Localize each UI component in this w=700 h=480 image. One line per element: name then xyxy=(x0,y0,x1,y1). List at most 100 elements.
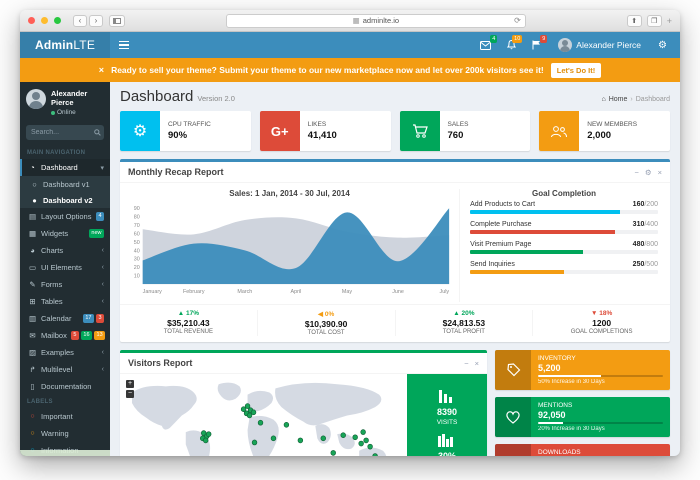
book-icon: ▯ xyxy=(30,382,35,391)
infobox-new-members: NEW MEMBERS 2,000 xyxy=(539,111,670,151)
map-zoom-out-button[interactable]: − xyxy=(126,390,134,398)
svg-text:10: 10 xyxy=(134,274,140,280)
sidebar-label-warning[interactable]: ○ Warning xyxy=(20,425,110,442)
goal-add-products: Add Products to Cart 160/200 xyxy=(470,201,658,214)
reload-icon[interactable]: ⟳ xyxy=(514,16,521,25)
svg-text:April: April xyxy=(291,289,302,295)
svg-text:July: July xyxy=(440,289,450,295)
infobox-sales: SALES 760 xyxy=(399,111,531,151)
messages-menu[interactable]: 4 xyxy=(473,32,498,58)
infobox-value: 2,000 xyxy=(587,130,612,141)
back-button[interactable]: ‹ xyxy=(73,14,87,27)
tasks-menu[interactable]: 9 xyxy=(525,32,548,58)
world-map[interactable]: + − xyxy=(120,374,407,456)
dashboard-icon: ◔ xyxy=(30,163,35,172)
tabs-icon[interactable]: ❐ xyxy=(646,14,662,27)
close-window-button[interactable] xyxy=(28,17,35,24)
files-icon: ▤ xyxy=(28,212,37,221)
sidebar-label-important[interactable]: ○ Important xyxy=(20,408,110,425)
sidebar-item-charts[interactable]: ◕ Charts ‹ xyxy=(20,242,110,259)
minimize-window-button[interactable] xyxy=(41,17,48,24)
infobox-label: LIKES xyxy=(307,121,327,128)
svg-text:40: 40 xyxy=(134,248,140,254)
svg-text:90: 90 xyxy=(134,206,140,212)
user-menu[interactable]: Alexander Pierce xyxy=(550,38,649,52)
sidebar-user-name: Alexander Pierce xyxy=(51,89,88,107)
close-icon[interactable]: × xyxy=(657,167,662,177)
close-icon[interactable]: × xyxy=(474,358,479,368)
mailbox-badge-green: 16 xyxy=(80,331,93,340)
user-name: Alexander Pierce xyxy=(576,40,642,50)
banner-text: Ready to sell your theme? Submit your th… xyxy=(111,65,544,75)
wrench-icon[interactable]: ⚙ xyxy=(644,167,652,177)
sidebar-item-multilevel[interactable]: ↱ Multilevel ‹ xyxy=(29,365,104,374)
progress-bar xyxy=(470,230,658,234)
forward-button[interactable]: › xyxy=(89,14,103,27)
sidebar-item-widgets[interactable]: ▦ Widgets new xyxy=(20,225,110,242)
url-text: adminlte.io xyxy=(362,16,400,25)
downloads-box: DOWNLOADS 114,381 70% Increase in 30 Day… xyxy=(495,444,670,456)
sidebar-item-examples[interactable]: ▨ Examples ‹ xyxy=(28,348,104,357)
visits-label: VISITS xyxy=(436,419,458,426)
sidebar: Alexander Pierce Online MAIN NAVIGATION … xyxy=(20,82,110,456)
search-input[interactable] xyxy=(26,125,90,140)
sidebar-item-dashboard[interactable]: ◔ Dashboard ▾ xyxy=(20,159,110,176)
visitors-report-box: Visitors Report − × xyxy=(120,350,487,456)
sidebar-section-labels: LABELS xyxy=(27,399,53,405)
sidebar-item-dashboard-v2[interactable]: ● Dashboard v2 xyxy=(20,192,110,208)
new-tab-icon[interactable]: + xyxy=(666,15,672,26)
sidebar-item-dashboard-v1[interactable]: ○ Dashboard v1 xyxy=(20,176,110,192)
stat-total-profit: ▲ 20% $24,813.53 TOTAL PROFIT xyxy=(396,310,534,336)
content-area: Dashboard Version 2.0 ⌂ Home › Dashboard… xyxy=(110,82,680,456)
sidebar-item-layout-options[interactable]: ▤ Layout Options 4 xyxy=(20,208,110,225)
banner-cta-button[interactable]: Let's Do It! xyxy=(550,62,602,78)
sidebar-item-calendar[interactable]: ▥ Calendar 17 3 xyxy=(20,310,110,327)
sidebar-item-documentation[interactable]: ▯ Documentation xyxy=(20,378,110,395)
sidebar-item-forms[interactable]: ✎ Forms ‹ xyxy=(29,280,104,289)
maximize-window-button[interactable] xyxy=(54,17,61,24)
infobox-label: NEW MEMBERS xyxy=(587,121,638,128)
mentions-box: MENTIONS 92,050 20% Increase in 30 Days xyxy=(495,397,670,437)
url-bar[interactable]: ▦ adminlte.io ⟳ xyxy=(225,13,526,28)
home-icon: ⌂ xyxy=(601,96,606,103)
mailbox-badge-red: 5 xyxy=(70,331,79,340)
sidebar-item-tables[interactable]: ⊞ Tables ‹ xyxy=(29,297,104,306)
caret-left-icon: ◀ xyxy=(318,311,324,318)
search-button[interactable] xyxy=(90,125,104,140)
map-zoom-in-button[interactable]: + xyxy=(126,380,134,388)
goal-completion-title: Goal Completion xyxy=(532,189,597,198)
promo-banner: × Ready to sell your theme? Submit your … xyxy=(20,58,680,82)
chevron-left-icon: ‹ xyxy=(101,264,104,271)
breadcrumb: ⌂ Home › Dashboard xyxy=(601,96,670,103)
svg-text:February: February xyxy=(183,289,205,295)
envelope-icon: ✉ xyxy=(29,331,36,340)
control-sidebar-gear-icon[interactable]: ⚙ xyxy=(658,39,667,51)
brand-logo[interactable]: Admin LTE xyxy=(20,32,110,58)
sidebar-item-ui-elements[interactable]: ▭ UI Elements ‹ xyxy=(28,263,104,272)
online-dot-icon xyxy=(51,110,55,115)
progress-bar xyxy=(470,210,658,214)
collapse-icon[interactable]: − xyxy=(464,358,469,368)
collapse-icon[interactable]: − xyxy=(634,167,639,177)
svg-text:20: 20 xyxy=(134,265,140,271)
progress-bar xyxy=(470,250,658,254)
goal-send-inquiries: Send Inquiries 250/500 xyxy=(470,261,658,274)
notifications-menu[interactable]: 10 xyxy=(500,32,523,58)
svg-text:June: June xyxy=(392,289,404,295)
banner-close-icon[interactable]: × xyxy=(98,65,105,75)
share-icon[interactable]: ⬆ xyxy=(626,14,642,27)
svg-text:30: 30 xyxy=(134,257,140,263)
goal-complete-purchase: Complete Purchase 310/400 xyxy=(470,221,658,234)
sidebar-toggle-icon[interactable] xyxy=(109,14,125,27)
bar-chart-icon xyxy=(438,434,453,447)
breadcrumb-home[interactable]: Home xyxy=(608,96,628,103)
hamburger-menu-icon[interactable] xyxy=(110,32,138,58)
envelope-icon xyxy=(480,40,492,50)
progress-bar xyxy=(470,270,658,274)
circle-o-icon: ○ xyxy=(30,413,35,420)
breadcrumb-current: Dashboard xyxy=(635,96,670,103)
calendar-icon: ▥ xyxy=(28,314,37,323)
sidebar-item-mailbox[interactable]: ✉ Mailbox 5 16 13 xyxy=(20,327,110,344)
svg-text:70: 70 xyxy=(134,223,140,229)
progress-bar xyxy=(538,421,663,425)
